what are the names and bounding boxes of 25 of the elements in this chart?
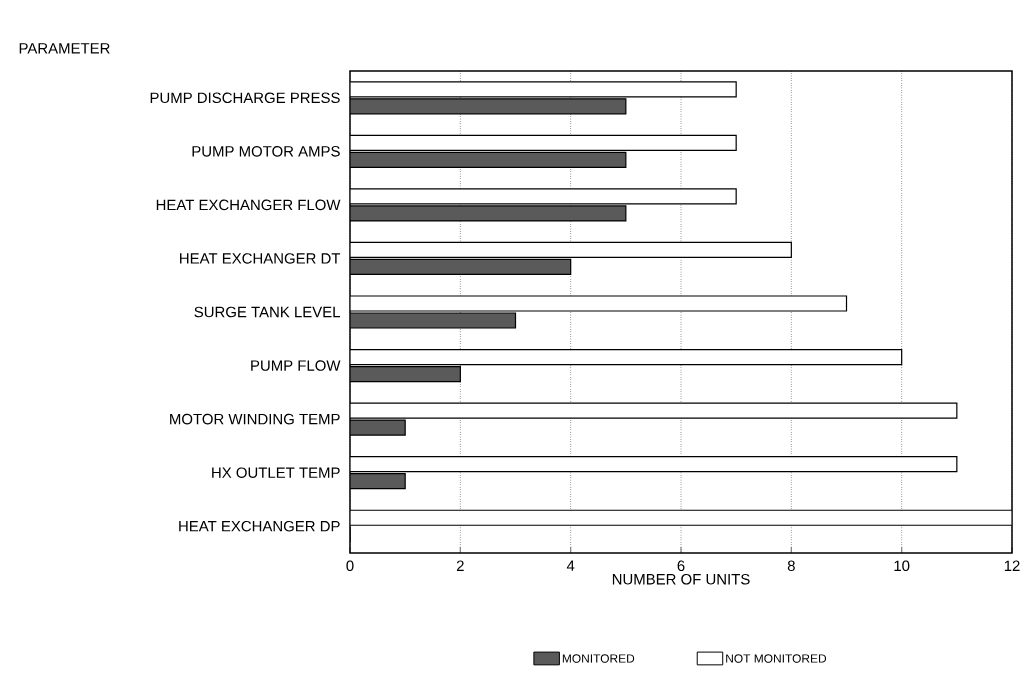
y-tick-label: PUMP DISCHARGE PRESS [150,92,340,104]
y-tick-label: HEAT EXCHANGER FLOW [156,199,341,211]
legend-label: NOT MONITORED [726,654,827,663]
y-tick-label: HX OUTLET TEMP [212,467,340,478]
x-tick-label: 12 [1004,560,1020,571]
x-axis-title: NUMBER OF UNITS [612,573,750,585]
x-tick-label: 6 [677,560,685,572]
y-tick-label: PUMP MOTOR AMPS [192,146,340,157]
bar [350,151,627,168]
y-tick-label: MOTOR WINDING TEMP [170,413,340,425]
bar [350,258,572,276]
x-tick-label: 8 [787,560,795,572]
bar [350,473,406,490]
x-tick-label: 10 [894,560,910,572]
legend-label: MONITORED [562,654,635,663]
y-tick-label: SURGE TANK LEVEL [194,306,340,318]
x-tick-label: 2 [456,560,464,571]
x-tick-label: 4 [566,560,575,571]
bar [350,365,461,383]
bar [350,98,627,115]
y-tick-label: PUMP FLOW [251,360,341,371]
y-tick-label: HEAT EXCHANGER DT [180,253,341,264]
y-axis-title: PARAMETER [19,43,110,54]
x-tick-label: 0 [346,560,354,572]
y-tick-label: HEAT EXCHANGER DP [179,520,340,532]
